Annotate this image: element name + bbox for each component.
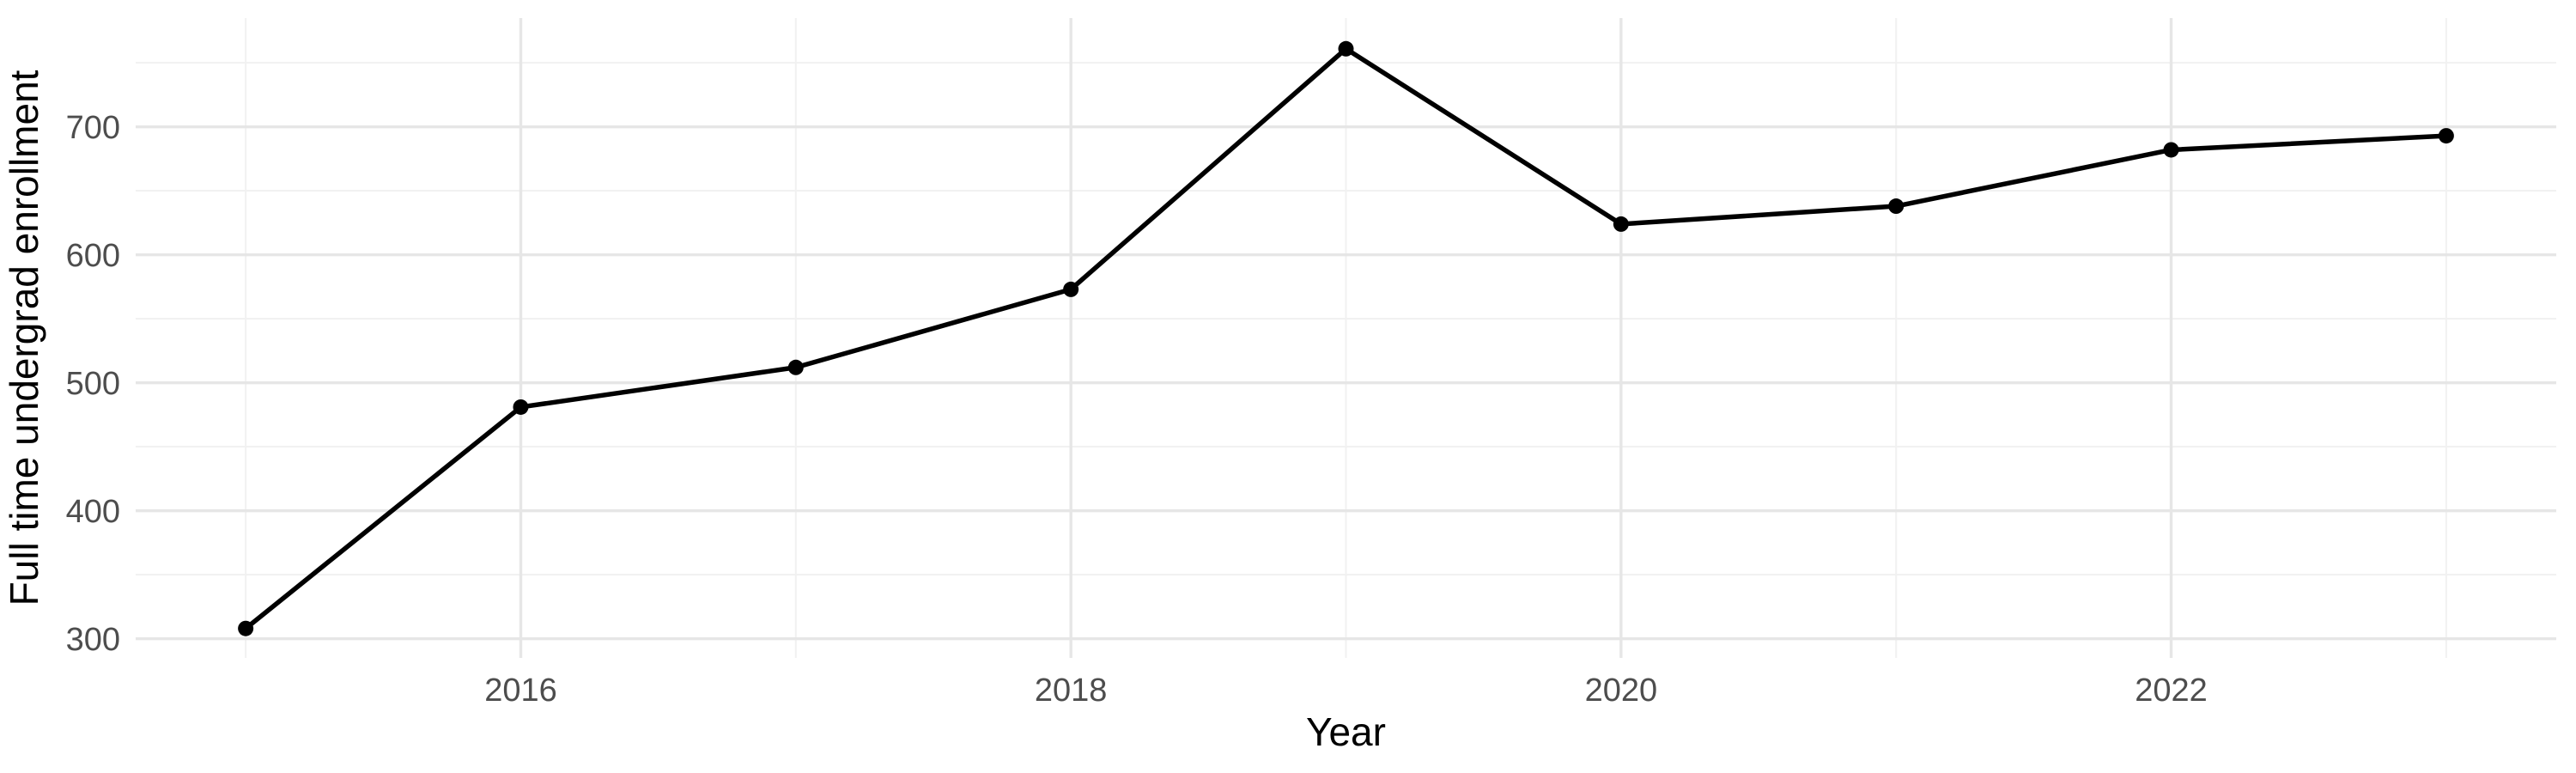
axis-tick-labels: 300 400 500 600 700 2016 2018 2020 2022 (66, 110, 2208, 709)
data-point (2163, 142, 2179, 158)
major-gridlines (136, 18, 2556, 658)
data-point (238, 620, 254, 636)
data-point (1888, 198, 1905, 215)
x-tick-label: 2022 (2135, 673, 2208, 709)
minor-gridlines (136, 18, 2556, 658)
y-tick-label: 500 (66, 366, 120, 402)
data-point (1613, 216, 1629, 232)
data-point (1063, 281, 1079, 297)
y-tick-label: 300 (66, 622, 120, 658)
line-series (238, 40, 2454, 636)
y-tick-label: 700 (66, 110, 120, 146)
data-point (1338, 40, 1354, 57)
x-tick-label: 2020 (1585, 673, 1658, 709)
y-axis-title: Full time undergrad enrollment (2, 70, 46, 606)
data-point (513, 399, 529, 415)
data-point (787, 359, 804, 375)
y-tick-label: 600 (66, 238, 120, 274)
y-tick-label: 400 (66, 494, 120, 530)
x-tick-label: 2016 (484, 673, 557, 709)
data-point (2438, 128, 2454, 144)
x-axis-title: Year (1306, 709, 1386, 754)
x-tick-label: 2018 (1035, 673, 1108, 709)
